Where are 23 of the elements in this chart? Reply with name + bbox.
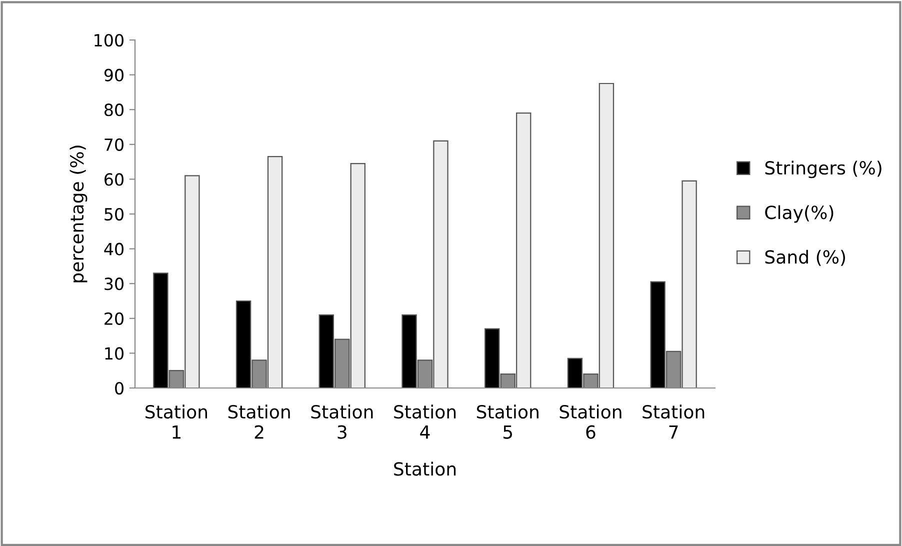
y-tick-label: 10 <box>105 347 124 360</box>
x-tick-label: Station 2 <box>228 404 290 439</box>
y-tick-label: 50 <box>104 208 124 221</box>
y-tick-label: 40 <box>104 242 124 256</box>
y-tick-label: 80 <box>104 104 124 116</box>
x-axis-title: Station <box>394 462 456 476</box>
x-tick-label: Station 1 <box>146 404 207 439</box>
y-tick-label: 60 <box>104 173 124 186</box>
y-tick-label: 30 <box>104 278 124 290</box>
y-tick-label: 100 <box>94 34 124 47</box>
x-tick-label: Station 7 <box>642 404 704 439</box>
y-tick-label: 20 <box>104 312 124 325</box>
x-tick-label: Station 6 <box>560 404 622 439</box>
y-tick-label: 70 <box>104 138 124 151</box>
legend-label: Clay(%) <box>765 205 834 223</box>
legend-label: Stringers (%) <box>765 160 882 178</box>
y-axis-title: percentage (%) <box>70 146 88 282</box>
y-tick-label: 90 <box>104 68 124 82</box>
x-tick-label: Station 4 <box>394 404 456 439</box>
y-tick-label: 0 <box>115 382 124 395</box>
legend-label: Sand (%) <box>765 250 845 266</box>
x-tick-label: Station 5 <box>476 404 538 439</box>
x-tick-label: Station 3 <box>311 404 373 439</box>
